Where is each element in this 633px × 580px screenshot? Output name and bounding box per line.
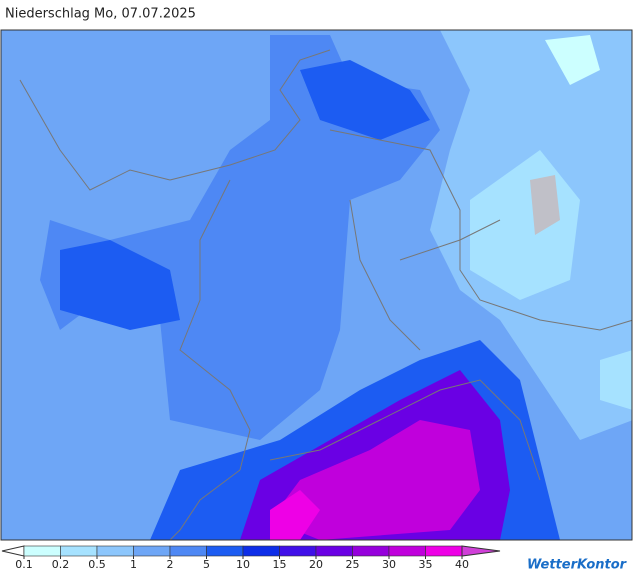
legend-swatch: [352, 545, 390, 557]
legend-swatch: [206, 545, 244, 557]
lightest-area: [545, 35, 600, 85]
medium-area: [40, 35, 440, 440]
map-title: Niederschlag Mo, 07.07.2025: [5, 7, 196, 22]
light-area: [600, 350, 632, 410]
legend-tick-label: 40: [455, 558, 469, 571]
legend-arrow-low: [1, 545, 25, 557]
legend-tick-label: 0.5: [88, 558, 106, 571]
legend-tick-label: 15: [273, 558, 287, 571]
legend-tick-label: 0.2: [52, 558, 70, 571]
legend-swatch: [96, 545, 134, 557]
legend-tick-label: 35: [419, 558, 433, 571]
legend-tick-label: 0.1: [15, 558, 33, 571]
legend: 0.1 0.2 0.5 1 2 5 10 15 20 25 30 35 40: [1, 545, 501, 571]
legend-tick-label: 5: [203, 558, 210, 571]
legend-swatch: [169, 545, 207, 557]
legend-swatch: [60, 545, 98, 557]
legend-swatch: [279, 545, 317, 557]
legend-tick-label: 10: [236, 558, 250, 571]
heavy-area: [60, 240, 180, 330]
legend-tick-label: 1: [130, 558, 137, 571]
legend-tick-label: 30: [382, 558, 396, 571]
legend-swatch: [425, 545, 463, 557]
map-frame: [0, 29, 633, 541]
heavy-area: [300, 60, 430, 140]
legend-swatch: [388, 545, 426, 557]
legend-tick-label: 25: [346, 558, 360, 571]
legend-swatch: [23, 545, 61, 557]
legend-tick-label: 20: [309, 558, 323, 571]
precipitation-map: [0, 29, 633, 541]
grey-area: [530, 175, 560, 235]
legend-tick-label: 2: [167, 558, 174, 571]
borders: [19, 49, 632, 540]
legend-arrow-high: [461, 545, 501, 557]
legend-swatch: [133, 545, 171, 557]
brand-logo: WetterKontor: [527, 558, 628, 573]
intense-area: [270, 420, 480, 540]
legend-swatch: [242, 545, 280, 557]
peak-area: [270, 490, 320, 540]
legend-swatch: [315, 545, 353, 557]
